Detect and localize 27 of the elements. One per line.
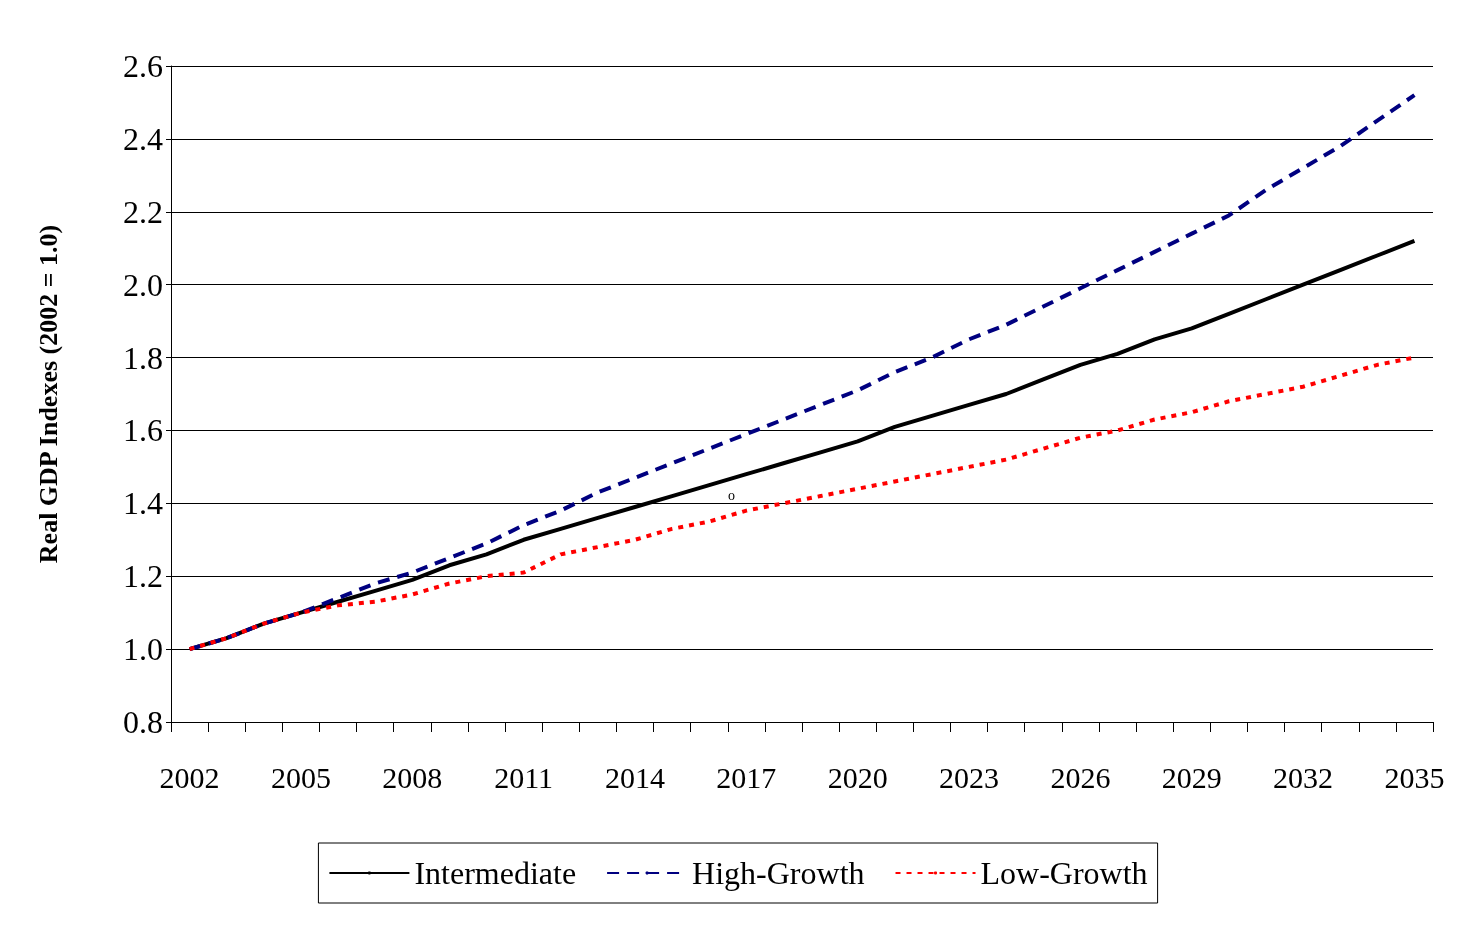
x-tick-label: 2011 xyxy=(494,760,554,794)
x-tick-label: 2023 xyxy=(939,760,1000,794)
y-tick-label: 2.6 xyxy=(123,48,163,84)
x-tick-label: 2026 xyxy=(1050,760,1111,794)
x-tick-label: 2005 xyxy=(270,760,331,794)
y-tick-label: 2.4 xyxy=(123,120,163,157)
x-tick-label: 2017 xyxy=(716,760,777,794)
legend-label: Intermediate xyxy=(414,855,577,891)
y-axis-title: Real GDP Indexes (2002 = 1.0) xyxy=(33,224,63,564)
x-tick-label: 2002 xyxy=(159,760,220,794)
y-tick-label: 1.0 xyxy=(123,631,163,668)
y-tick-label: 1.6 xyxy=(123,412,163,449)
x-tick-label: 2032 xyxy=(1273,760,1334,794)
x-tick-label: 2020 xyxy=(827,760,888,794)
y-tick-label: 1.4 xyxy=(123,485,163,522)
y-tick-label: 0.8 xyxy=(123,704,163,740)
annotation: o xyxy=(728,487,735,503)
y-tick-label: 2.2 xyxy=(123,193,163,230)
legend-label: High-Growth xyxy=(692,855,865,891)
legend-label: Low-Growth xyxy=(980,855,1148,891)
x-tick-label: 2014 xyxy=(604,760,665,794)
y-tick-label: 1.2 xyxy=(123,558,163,595)
x-tick-label: 2008 xyxy=(382,760,443,794)
y-tick-label: 2.0 xyxy=(123,266,163,303)
x-tick-label: 2035 xyxy=(1384,760,1445,794)
x-tick-label: 2029 xyxy=(1161,760,1222,794)
y-tick-label: 1.8 xyxy=(123,339,163,376)
